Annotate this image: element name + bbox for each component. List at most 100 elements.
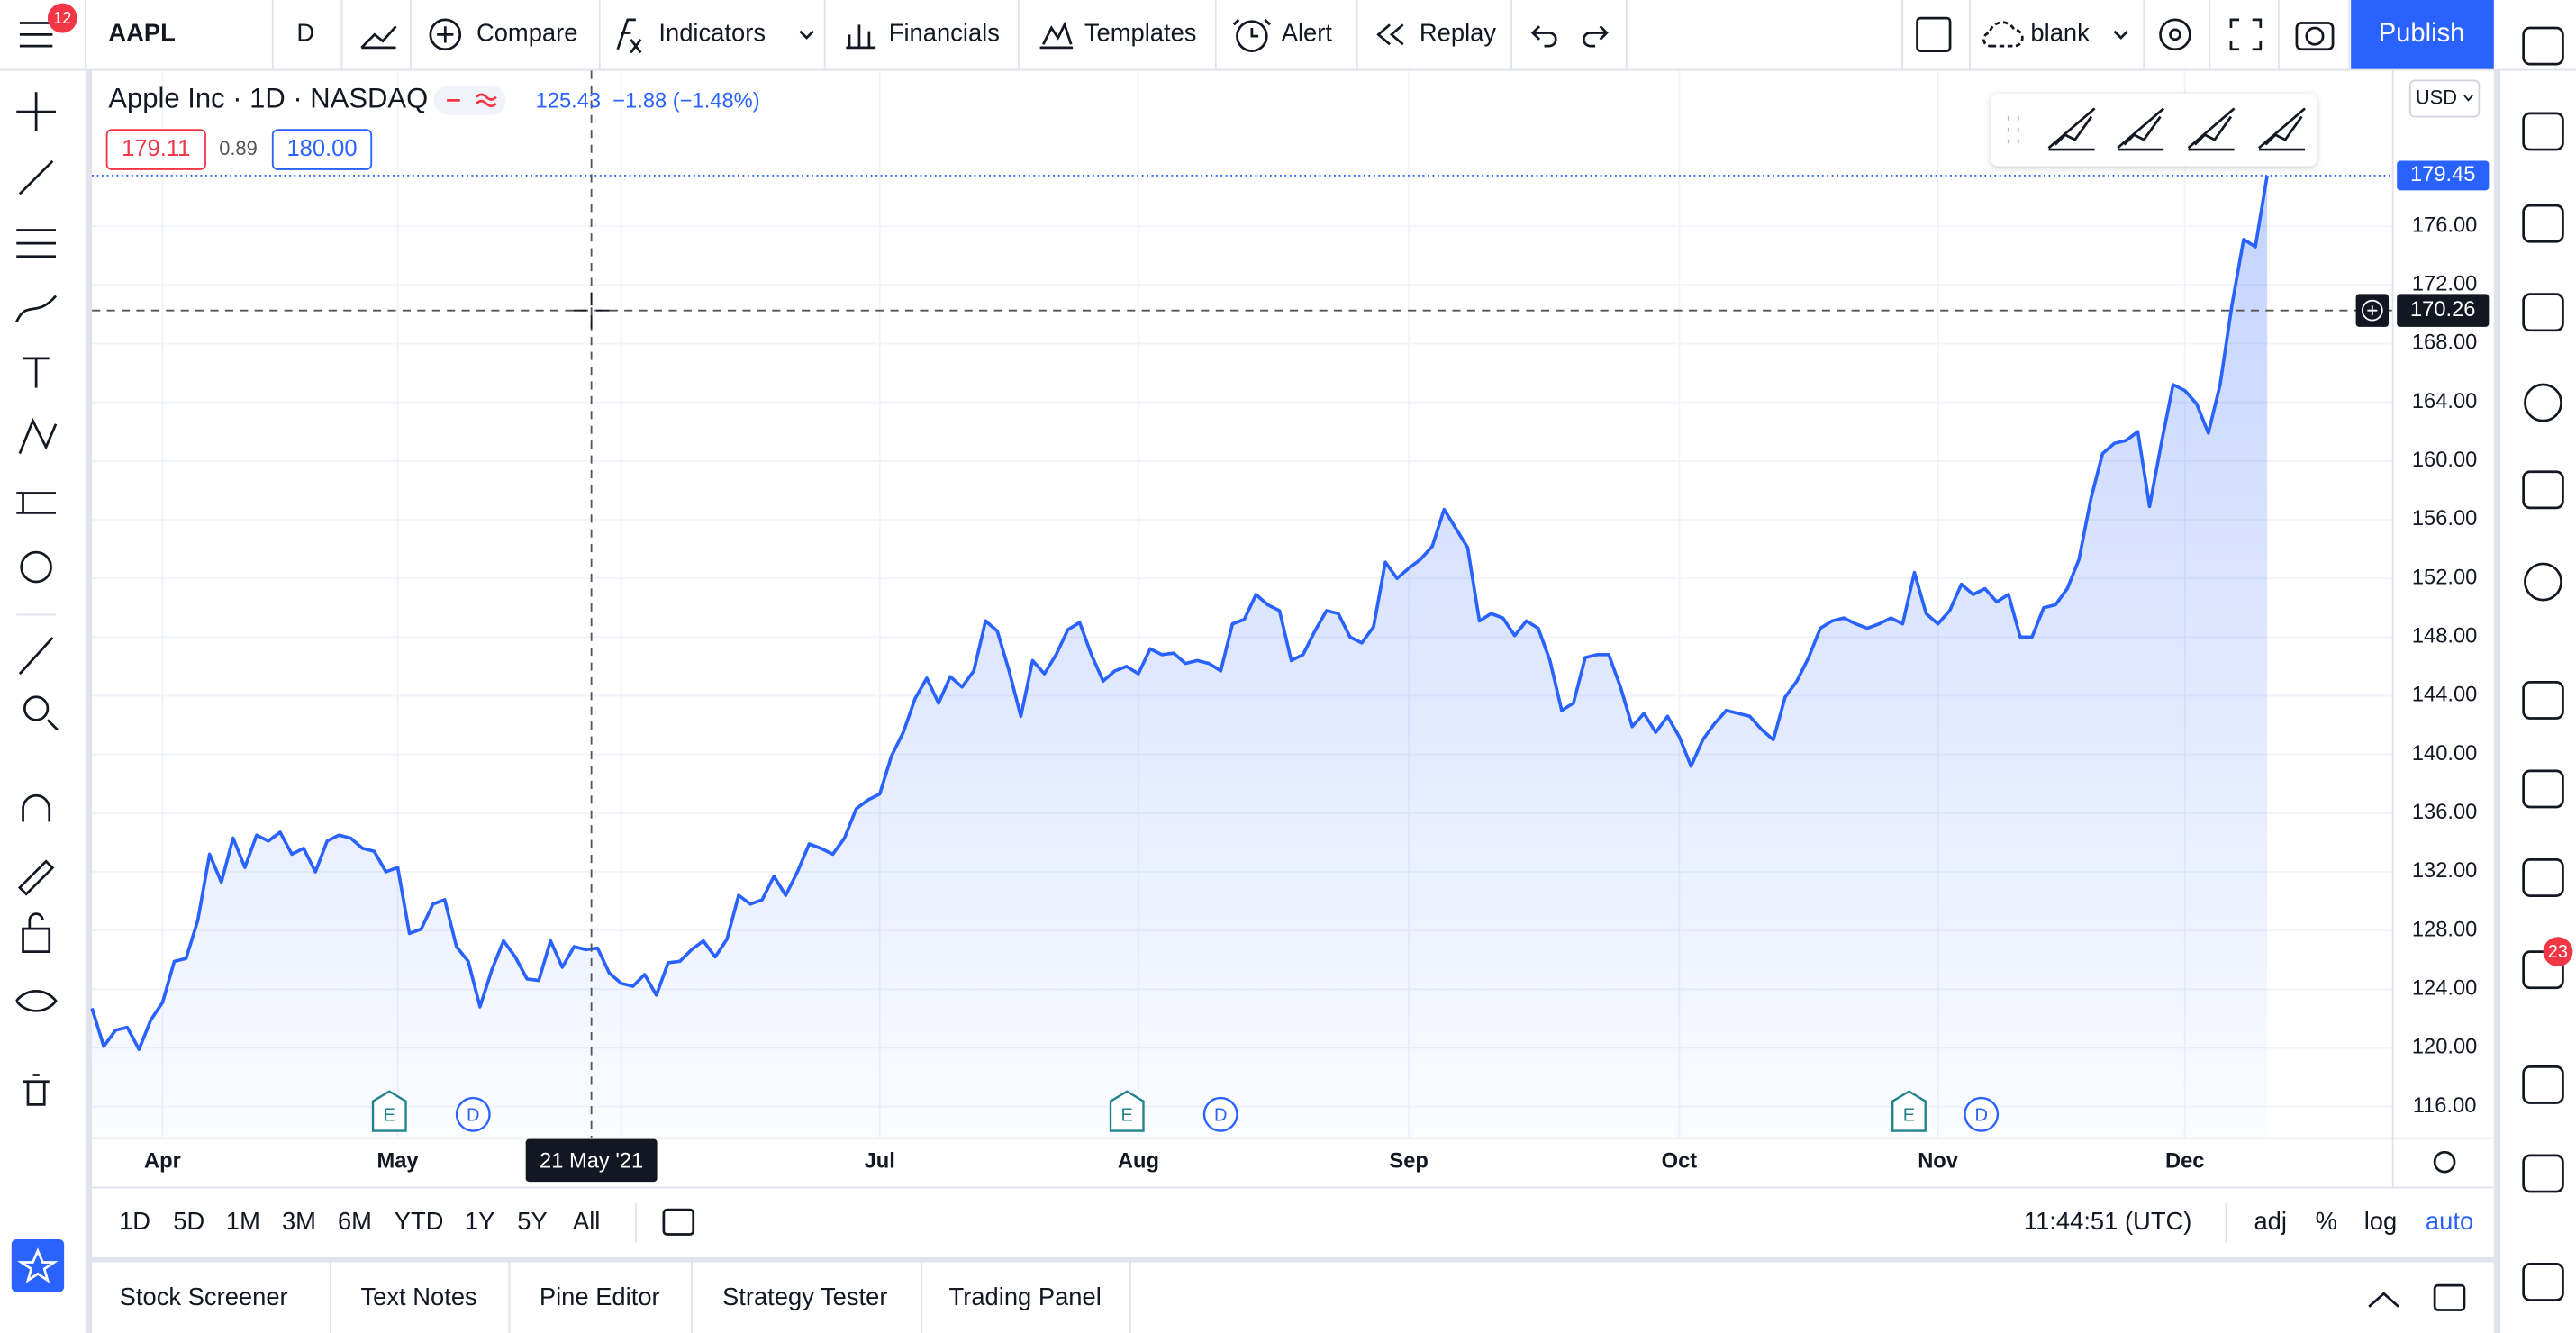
range-button[interactable]: 1Y: [465, 1207, 494, 1235]
range-button[interactable]: All: [573, 1207, 600, 1235]
sidebar-icon[interactable]: [2522, 470, 2564, 510]
buy-box[interactable]: [271, 129, 373, 170]
tool-icon[interactable]: [18, 417, 58, 455]
menu-icon[interactable]: [19, 22, 53, 48]
sidebar-icon[interactable]: [2522, 293, 2564, 332]
interval[interactable]: D: [296, 19, 314, 47]
sidebar-icon[interactable]: [2522, 1262, 2564, 1301]
toolbar-button[interactable]: Alert: [1282, 19, 1333, 47]
dividend-marker[interactable]: [1202, 1096, 1238, 1132]
drawing-tool-icon[interactable]: [2047, 107, 2096, 151]
earnings-marker[interactable]: [371, 1090, 407, 1132]
scale-option[interactable]: %: [2316, 1207, 2337, 1235]
settings-icon[interactable]: [2159, 18, 2191, 51]
tool-icon[interactable]: [23, 695, 59, 731]
sidebar-icon[interactable]: [2522, 1154, 2564, 1193]
tool-icon[interactable]: [18, 637, 54, 676]
collapse-icon[interactable]: [2368, 1292, 2399, 1308]
sidebar-icon[interactable]: [2522, 680, 2564, 720]
tool-icon[interactable]: [18, 159, 54, 195]
drawing-tool-icon[interactable]: [2258, 107, 2306, 151]
layout-icon[interactable]: [1916, 16, 1952, 52]
dropdown[interactable]: [799, 30, 814, 40]
publish-button[interactable]: [2351, 0, 2494, 69]
x-tick-label: Dec: [2165, 1149, 2204, 1173]
sidebar-icon[interactable]: [2522, 769, 2564, 809]
panel-tab[interactable]: Text Notes: [361, 1283, 477, 1310]
tool-icon[interactable]: [16, 229, 57, 258]
event-label: D: [1214, 1105, 1227, 1125]
templates-icon[interactable]: [1039, 21, 1074, 50]
sidebar-icon[interactable]: [2522, 204, 2564, 243]
tool-icon[interactable]: [15, 990, 58, 1012]
area-fill: [92, 175, 2268, 1138]
alert-icon[interactable]: [1236, 20, 1268, 52]
tool-icon[interactable]: [14, 295, 58, 323]
cloud-icon[interactable]: [1982, 21, 2024, 48]
tool-icon[interactable]: [16, 92, 57, 131]
symbol[interactable]: AAPL: [108, 19, 175, 47]
scale-option[interactable]: auto: [2426, 1207, 2473, 1235]
sidebar-icon[interactable]: [2522, 858, 2564, 897]
indicators-icon[interactable]: [616, 18, 642, 54]
tool-icon[interactable]: [23, 1074, 50, 1106]
range-button[interactable]: YTD: [395, 1207, 444, 1235]
drawing-tool-icon[interactable]: [2187, 107, 2236, 151]
panel-tab[interactable]: Pine Editor: [540, 1283, 660, 1310]
sell-box[interactable]: [105, 129, 206, 170]
maximize-icon[interactable]: [2433, 1283, 2466, 1311]
toolbar-button[interactable]: Compare: [476, 19, 578, 47]
chart-style-icon[interactable]: [360, 25, 397, 50]
toolbar-button[interactable]: Replay: [1420, 19, 1496, 47]
dividend-marker[interactable]: [455, 1096, 491, 1132]
y-tick-label: 132.00: [2412, 859, 2477, 883]
compare-plus: [437, 26, 454, 43]
range-button[interactable]: 1M: [226, 1207, 260, 1235]
snapshot-icon[interactable]: [2295, 22, 2335, 51]
fullscreen-icon[interactable]: [2229, 18, 2263, 51]
earnings-marker[interactable]: [1109, 1090, 1145, 1132]
range-button[interactable]: 5D: [173, 1207, 204, 1235]
undo-icon[interactable]: [1530, 25, 1557, 48]
financials-icon[interactable]: [846, 24, 876, 50]
tool-icon[interactable]: [22, 793, 51, 822]
scale-option[interactable]: adj: [2254, 1207, 2287, 1235]
range-button[interactable]: 6M: [338, 1207, 372, 1235]
tool-icon[interactable]: [22, 912, 51, 953]
y-tick-label: 124.00: [2412, 977, 2477, 1001]
drawing-tool-icon[interactable]: [2117, 107, 2165, 151]
layout-name[interactable]: blank: [2030, 19, 2090, 47]
sidebar-icon[interactable]: [2522, 26, 2564, 66]
toolbar-button[interactable]: Indicators: [658, 19, 766, 47]
sidebar-icon[interactable]: [2524, 562, 2562, 602]
dropdown[interactable]: [2113, 30, 2129, 40]
panel-tab[interactable]: Stock Screener: [120, 1283, 288, 1310]
panel-tab[interactable]: Strategy Tester: [722, 1283, 887, 1310]
visibility-toggle[interactable]: [433, 85, 506, 115]
goto-date-icon[interactable]: [662, 1208, 695, 1236]
tool-icon[interactable]: [20, 550, 52, 584]
tool-icon[interactable]: [23, 357, 50, 388]
currency-button[interactable]: [2408, 79, 2481, 118]
sidebar-icon[interactable]: [2522, 1065, 2564, 1104]
toolbar-button[interactable]: Templates: [1084, 19, 1197, 47]
compare-icon[interactable]: [429, 18, 462, 51]
tool-icon[interactable]: [17, 859, 55, 896]
sidebar-icon[interactable]: [2522, 112, 2564, 151]
publish-label[interactable]: Publish: [2379, 19, 2465, 48]
price-line: [90, 175, 2269, 1051]
dividend-marker[interactable]: [1964, 1096, 2000, 1132]
range-button[interactable]: 3M: [282, 1207, 316, 1235]
earnings-marker[interactable]: [1891, 1090, 1927, 1132]
replay-icon[interactable]: [1376, 23, 1404, 46]
scale-option[interactable]: log: [2364, 1207, 2398, 1235]
range-button[interactable]: 5Y: [517, 1207, 547, 1235]
tool-icon[interactable]: [16, 492, 57, 514]
range-button[interactable]: 1D: [119, 1207, 150, 1235]
sidebar-icon[interactable]: [2524, 383, 2562, 422]
panel-tab[interactable]: Trading Panel: [949, 1283, 1102, 1310]
toolbar-button[interactable]: Financials: [889, 19, 1000, 47]
axis-settings-icon[interactable]: [2433, 1150, 2456, 1174]
favorites-button[interactable]: [11, 1238, 65, 1292]
